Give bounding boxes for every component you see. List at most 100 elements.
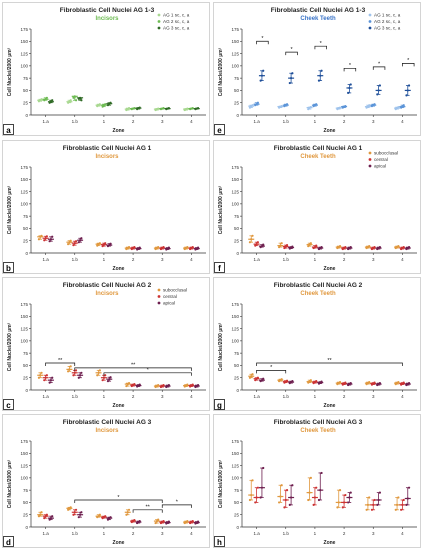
data-point [255,243,258,246]
data-point [395,503,399,506]
chart-svg-b: Fibroblastic Cell Nuclei AG 1Incisors025… [7,145,206,272]
data-point [254,501,257,504]
x-axis-label: Zone [324,128,336,134]
data-point [255,496,258,499]
data-point [72,244,75,247]
x-tick-label: 1 [103,531,106,536]
significance-label: * [117,495,120,501]
data-point [51,99,54,102]
panel-letter: h [214,536,225,547]
data-point [397,381,400,384]
panel-g: Fibroblastic Cell Nuclei AG 2 Cheek Teeth… [213,277,421,411]
data-point [127,382,131,385]
x-axis-label: Zone [113,403,125,409]
data-point [336,506,339,509]
data-point [315,244,318,247]
legend-marker [157,20,161,23]
data-point [74,240,78,243]
legend-label: central [374,157,388,162]
data-point [278,501,281,504]
data-point [256,241,259,244]
chart-svg-a: Fibroblastic Cell Nuclei AG 1-3 Incisors 0… [7,7,206,134]
data-point [260,486,264,489]
data-point [307,245,310,248]
y-tick-label: 25 [23,376,29,381]
data-point [283,506,286,509]
panel-letter: a [3,124,14,135]
y-tick-label: 25 [234,513,240,518]
y-tick-label: 125 [20,189,28,194]
data-point [256,376,259,379]
y-tick-label: 25 [234,376,240,381]
data-point [167,383,170,387]
data-point [127,246,131,249]
legend-label: AG 3 sc, c, a [374,26,401,31]
data-point [338,245,342,248]
x-tick-label: 1.b [72,531,79,536]
data-point [74,99,78,102]
chart-subtitle: Incisors [95,16,119,22]
y-tick-label: 50 [234,363,240,368]
data-point [280,484,283,487]
data-point [250,238,253,241]
data-point [313,496,317,499]
y-tick-label: 125 [231,189,239,194]
data-point [402,104,405,107]
legend-marker [368,13,372,17]
data-point [285,244,289,247]
legend-label: AG 1 sc, c, a [163,13,190,18]
x-tick-label: 1 [314,394,317,399]
data-point [69,506,72,509]
data-point [78,374,82,377]
data-point [405,503,408,506]
data-point [101,105,104,108]
data-point [98,369,101,372]
significance-label: ** [58,358,63,364]
data-point [288,503,291,506]
data-point [248,376,252,379]
data-point [104,242,107,245]
x-tick-label: 1.a [42,257,49,262]
data-point [280,105,283,108]
data-point [254,244,257,247]
x-tick-label: 1.a [253,119,260,124]
data-point [250,493,253,497]
data-point [104,515,107,518]
x-tick-label: 1.a [253,257,260,262]
legend-marker [157,288,161,292]
y-tick-label: 150 [231,39,239,44]
y-tick-label: 0 [25,388,28,393]
y-tick-label: 150 [20,177,28,182]
panel-letter: f [214,262,225,273]
data-point [251,234,254,237]
data-point [342,501,346,504]
data-point [74,369,78,372]
x-tick-label: 2 [343,119,346,124]
x-tick-label: 3 [372,531,375,536]
data-point [69,365,72,368]
data-point [317,498,321,502]
x-tick-label: 3 [161,394,164,399]
legend-marker [368,164,372,168]
data-point [279,244,282,247]
x-tick-label: 1.a [253,531,260,536]
data-point [348,496,351,499]
data-point [376,93,379,96]
y-tick-label: 100 [231,476,239,481]
data-point [397,496,400,499]
data-point [344,381,347,384]
data-point [133,519,136,522]
data-point [407,486,411,489]
data-point [312,503,315,506]
data-point [44,376,47,379]
y-tick-label: 125 [231,51,239,56]
data-point [40,511,43,514]
x-tick-label: 3 [372,119,375,124]
x-tick-label: 1 [314,119,317,124]
data-point [279,495,282,498]
data-point [283,246,286,250]
data-point [37,515,41,518]
y-tick-label: 125 [20,463,28,468]
data-point [309,106,312,109]
data-point [284,245,287,248]
